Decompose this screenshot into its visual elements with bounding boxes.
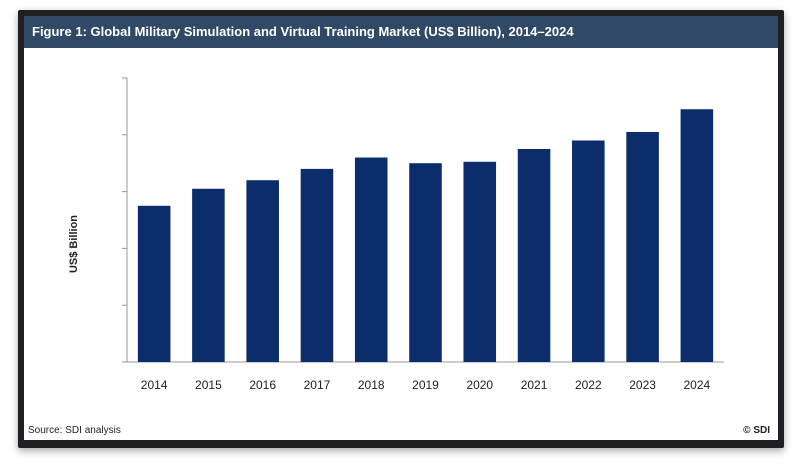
x-tick-label: 2022 — [575, 378, 602, 392]
x-tick-label: 2024 — [684, 378, 711, 392]
chart-panel: Figure 1: Global Military Simulation and… — [24, 16, 778, 440]
chart-title: Figure 1: Global Military Simulation and… — [24, 16, 778, 48]
bar-chart: 2014 2015 2016 2017 2018 2019 2020 2021 2022 2023… — [122, 77, 724, 392]
bar-2021 — [517, 149, 551, 362]
bar-2019 — [409, 163, 442, 362]
x-tick-label: 2016 — [249, 378, 276, 392]
x-tick-label: 2021 — [521, 378, 548, 392]
bar-2020 — [463, 161, 497, 362]
source-note: Source: SDI analysis — [28, 425, 121, 436]
bar-2023 — [626, 131, 659, 362]
figure-frame: Figure 1: Global Military Simulation and… — [18, 10, 784, 448]
bar-2017 — [300, 168, 334, 362]
bar-2024 — [680, 109, 714, 363]
x-tick-label: 2020 — [466, 378, 493, 392]
bar-2015 — [192, 188, 225, 362]
bar-2022 — [572, 140, 605, 362]
bar-2016 — [246, 180, 279, 362]
x-tick-label: 2023 — [629, 378, 656, 392]
x-tick-label: 2018 — [358, 378, 385, 392]
x-tick-label: 2019 — [412, 378, 439, 392]
x-tick-label: 2014 — [141, 378, 168, 392]
copyright-credit: © SDI — [743, 425, 770, 436]
bar-2014 — [137, 205, 171, 362]
x-tick-label: 2017 — [304, 378, 331, 392]
bar-2018 — [354, 157, 388, 362]
x-tick-label: 2015 — [195, 378, 222, 392]
